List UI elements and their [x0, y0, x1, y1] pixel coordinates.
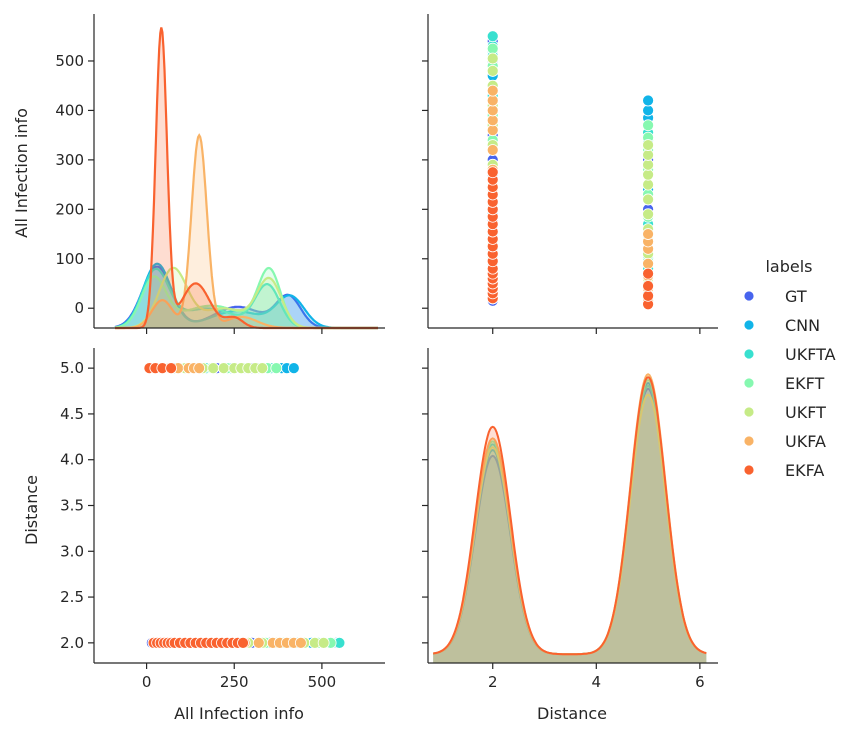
point-ukfa	[486, 124, 499, 137]
point-ukfa	[642, 228, 654, 240]
y-tick-label: 500	[55, 52, 84, 70]
point-ukft	[217, 362, 230, 375]
legend-label-gt: GT	[785, 287, 807, 306]
panel-info-kde: 0 100 200 300 400 500	[55, 14, 385, 334]
y-tick-label: 100	[55, 250, 84, 268]
legend-marker-ukfta	[743, 348, 755, 360]
point-ekfa	[165, 362, 178, 375]
y-axis-label-bottom: Distance	[22, 475, 41, 545]
y-tick-label: 5.0	[60, 359, 84, 377]
point-ukft	[642, 178, 654, 191]
y-tick-label: 3.5	[60, 497, 84, 515]
point-ukfa	[642, 257, 654, 270]
point-ukft	[642, 139, 654, 151]
point-ukft	[642, 208, 654, 221]
panel-distance-kde: 2 4 6	[422, 348, 718, 691]
point-ekft	[486, 42, 499, 55]
x-tick-label: 4	[592, 673, 602, 691]
y-tick-label: 400	[55, 101, 84, 119]
panel-info-vs-distance-scatter	[422, 14, 718, 334]
point-ukfa	[486, 104, 499, 117]
kde-area-gt	[433, 388, 707, 663]
legend-title: labels	[765, 257, 812, 276]
x-tick-label: 2	[488, 673, 498, 691]
x-tick-label: 6	[695, 673, 705, 691]
point-ukfa	[486, 114, 499, 127]
y-tick-label: 2.0	[60, 634, 84, 652]
point-ukfa	[486, 144, 499, 156]
point-ukft	[642, 158, 654, 171]
point-ukft	[207, 362, 220, 375]
kde-area-cnn	[433, 383, 707, 663]
point-cnn	[642, 104, 654, 117]
point-ukfa	[294, 636, 307, 649]
legend-marker-cnn	[743, 319, 755, 331]
kde-area-ukfta	[433, 385, 707, 663]
point-ukft	[317, 636, 330, 649]
y-tick-label: 2.5	[60, 588, 84, 606]
kde-area-ukfta	[115, 268, 378, 328]
point-ekfa	[237, 636, 249, 649]
point-ekfa	[642, 267, 654, 280]
point-ukfa	[486, 84, 499, 97]
y-tick-label: 3.0	[60, 542, 84, 560]
point-ukfta	[486, 30, 499, 43]
point-ukft	[642, 149, 654, 161]
kde-area-ukfa	[433, 374, 707, 663]
point-ukfa	[486, 94, 499, 107]
y-tick-label: 4.5	[60, 405, 84, 423]
point-ekfa	[642, 289, 654, 302]
kde-area-ekft	[433, 380, 707, 663]
legend-label-ukfa: UKFA	[785, 432, 826, 451]
point-ekfa	[642, 280, 654, 292]
legend-label-ukft: UKFT	[785, 403, 826, 422]
point-ekfa	[486, 166, 499, 179]
point-ukft	[642, 193, 654, 206]
x-tick-label: 0	[142, 673, 152, 691]
panel-distance-vs-info-scatter: 0 250 500 2.0 2.5 3.0 3.5 4.0 4.5 5.0	[60, 348, 385, 691]
kde-area-ukft	[433, 394, 707, 663]
x-tick-label: 500	[308, 673, 337, 691]
point-ukft	[256, 362, 269, 375]
kde-line-ekfa	[433, 376, 707, 656]
legend-marker-ukfa	[743, 435, 755, 447]
x-axis-label-left: All Infection info	[174, 704, 304, 723]
legend-label-ukfta: UKFTA	[785, 345, 836, 364]
legend-label-ekft: EKFT	[785, 374, 825, 393]
legend-marker-ekfa	[743, 464, 755, 476]
point-ukfa	[252, 636, 265, 649]
y-tick-label: 0	[74, 299, 84, 317]
point-ukft	[642, 168, 654, 181]
legend-marker-ukft	[743, 406, 755, 418]
y-tick-label: 4.0	[60, 451, 84, 469]
point-cnn	[287, 362, 300, 375]
point-ukft	[486, 52, 499, 65]
point-cnn	[642, 94, 654, 107]
x-axis-label-right: Distance	[537, 704, 607, 723]
point-ukft	[486, 64, 499, 77]
legend: labels GT CNN UKFTA EKFT UKFT UKFA EKFA	[743, 257, 836, 480]
legend-marker-gt	[743, 290, 755, 302]
legend-label-cnn: CNN	[785, 316, 820, 335]
point-ekft	[642, 119, 654, 132]
y-tick-label: 200	[55, 200, 84, 218]
y-tick-label: 300	[55, 151, 84, 169]
y-axis-label-top: All Infection info	[12, 108, 31, 238]
x-tick-label: 250	[220, 673, 249, 691]
legend-marker-ekft	[743, 377, 755, 389]
kde-area-ekfa	[433, 377, 707, 663]
point-ekft	[270, 362, 283, 375]
point-ukfa	[193, 362, 206, 375]
legend-label-ekfa: EKFA	[785, 461, 824, 480]
